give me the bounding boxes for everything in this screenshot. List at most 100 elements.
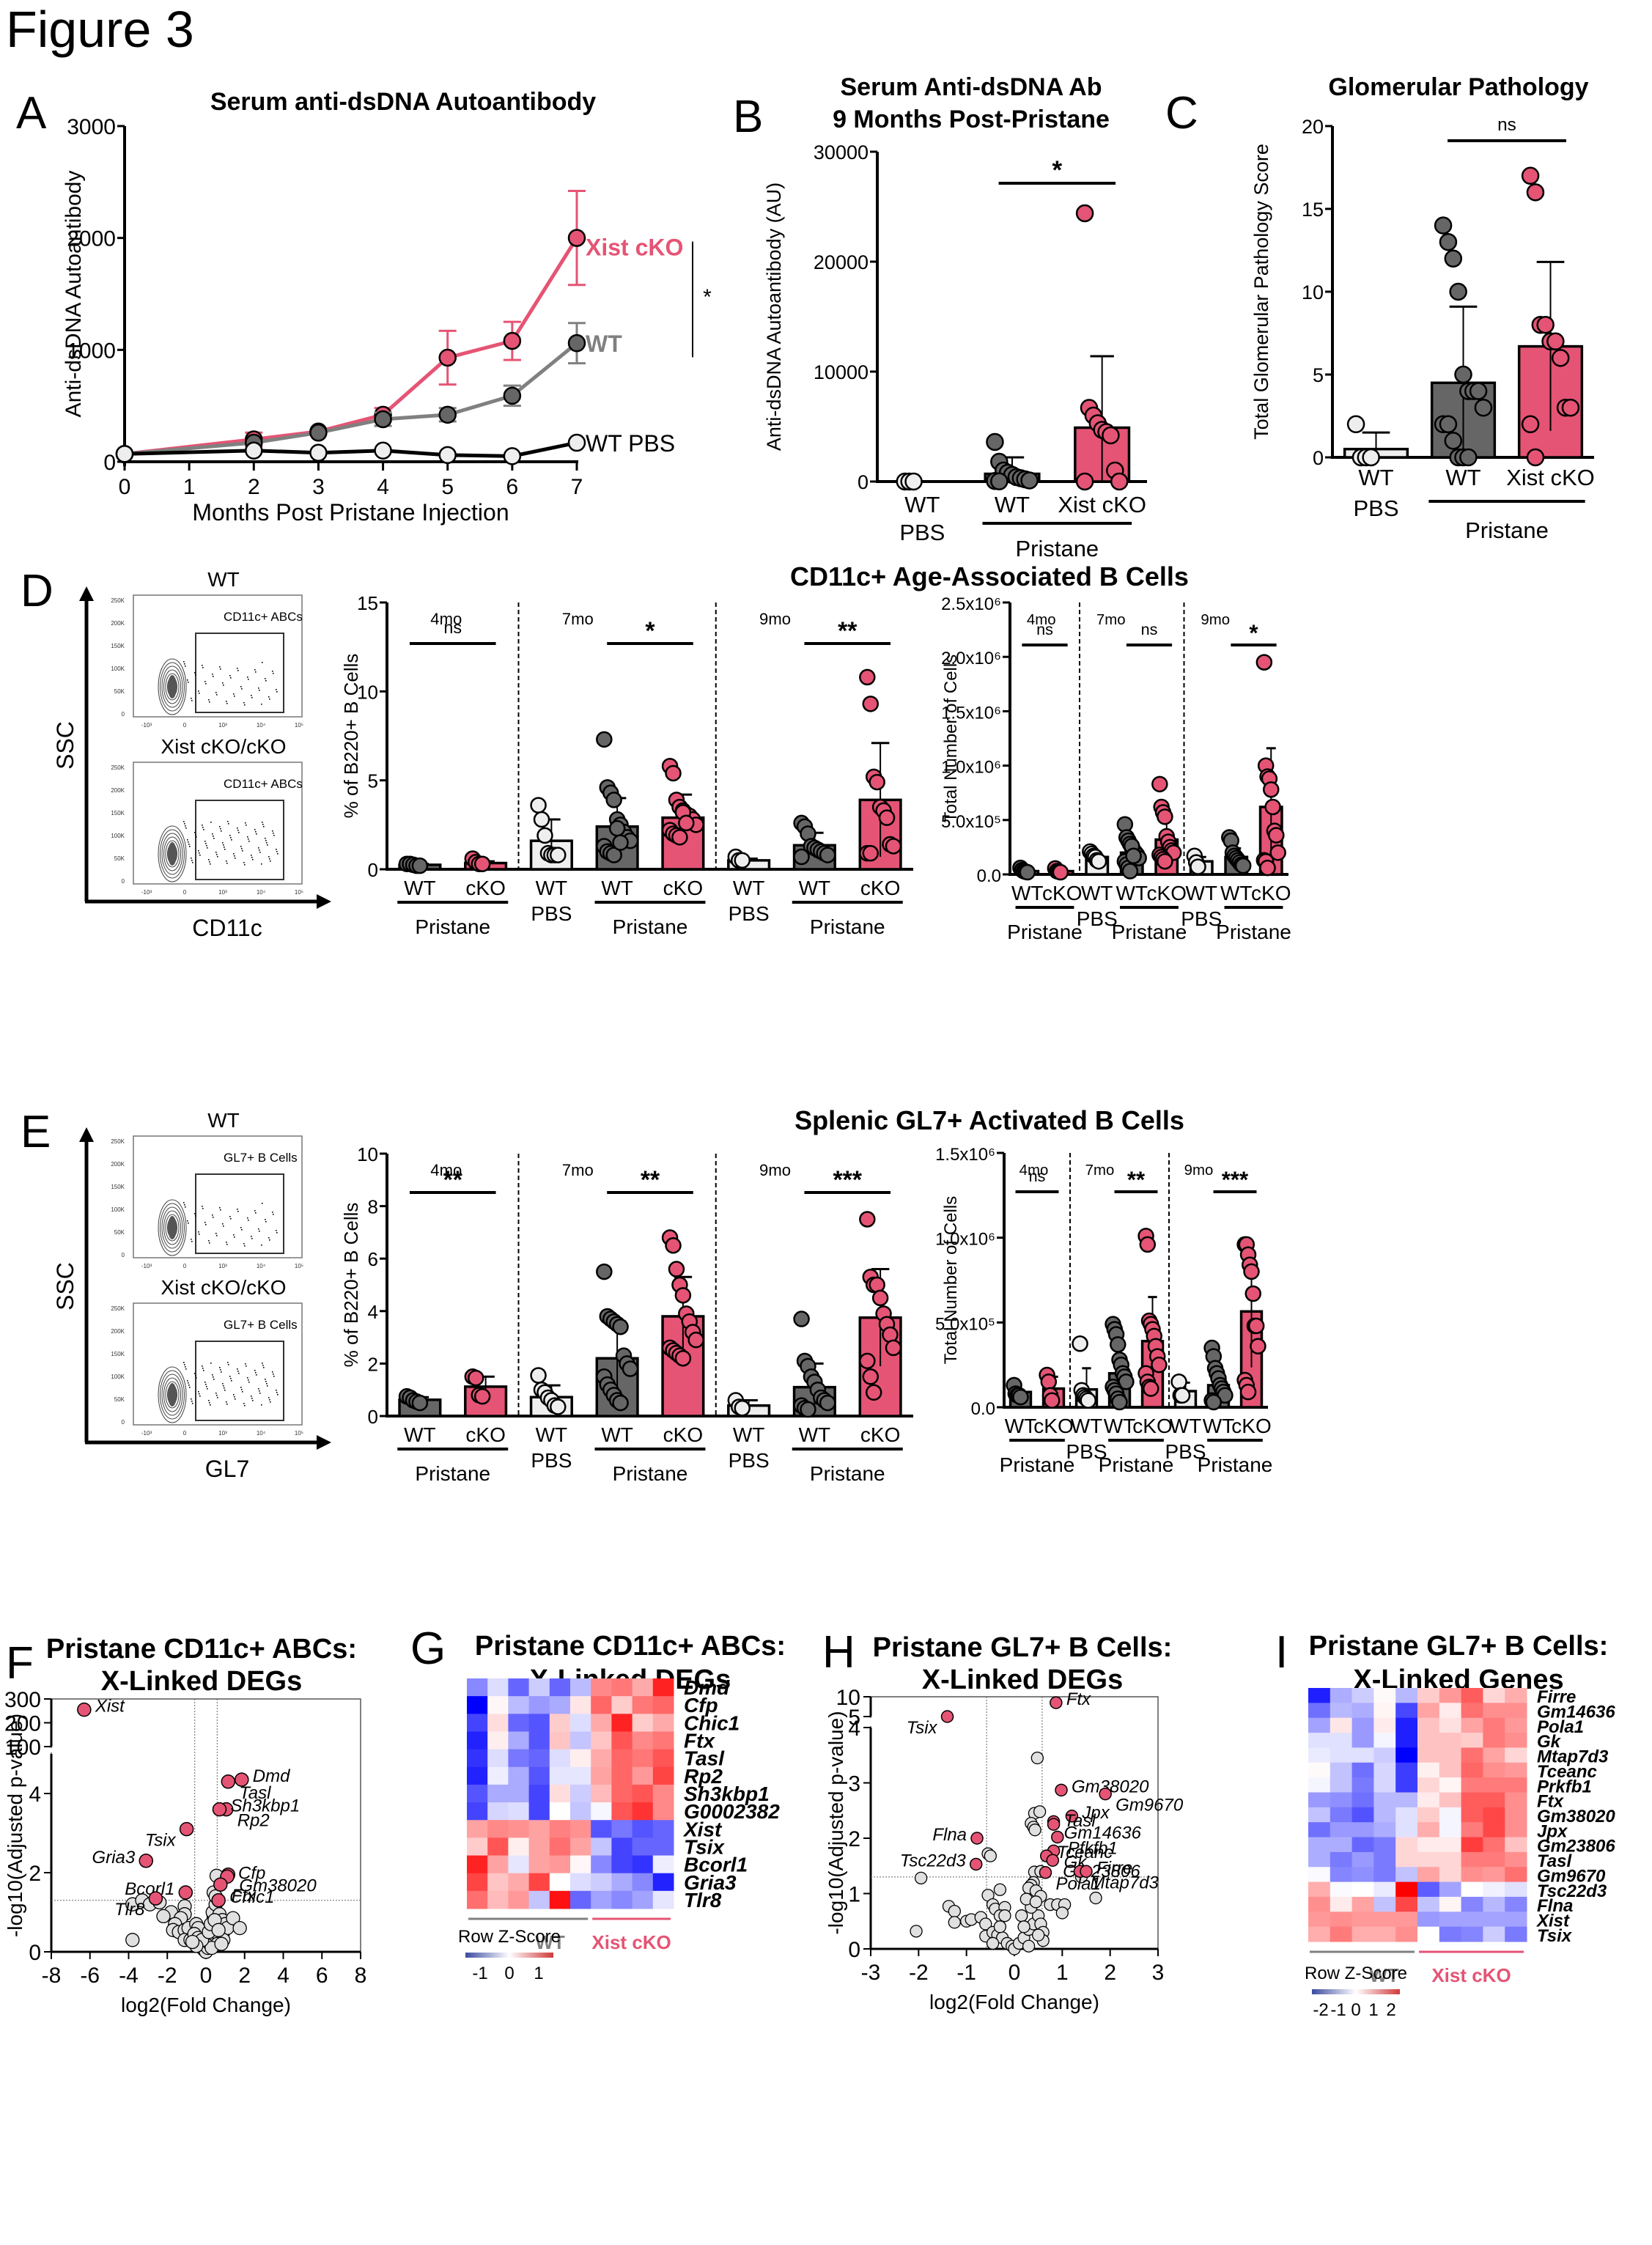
gene-point	[993, 1883, 1007, 1896]
heatmap-cell	[1395, 1881, 1418, 1898]
group-label: WT	[1116, 882, 1148, 904]
contour-core	[168, 842, 177, 866]
event-dot	[189, 1387, 191, 1388]
heatmap-cell	[1308, 1912, 1331, 1928]
heatmap-cell	[1505, 1881, 1527, 1898]
event-dot	[199, 1234, 200, 1235]
event-dot	[215, 852, 217, 853]
heatmap-cell	[632, 1802, 654, 1821]
heatmap-cell	[1373, 1747, 1396, 1763]
gene-point	[1055, 1906, 1069, 1920]
heatmap-cell	[1308, 1733, 1331, 1748]
flow-x-tick: 0	[183, 1263, 187, 1269]
heatmap-cell	[549, 1714, 571, 1732]
event-dot	[267, 844, 268, 846]
data-point	[1250, 1338, 1266, 1354]
data-point	[1526, 448, 1545, 467]
heatmap-cell	[1483, 1867, 1505, 1883]
heatmap-cell	[1373, 1703, 1396, 1719]
event-dot	[248, 679, 249, 680]
timepoint-label: 9mo	[1201, 612, 1230, 628]
event-dot	[231, 839, 232, 841]
gene-point	[1015, 1909, 1028, 1923]
heatmap-cell	[611, 1678, 633, 1697]
legend-label: Xist cKO	[586, 235, 683, 261]
event-dot	[191, 1398, 192, 1400]
gene-label: Tasl	[239, 1783, 271, 1803]
heatmap-cell	[1373, 1762, 1396, 1778]
heatmap-cell	[1505, 1822, 1527, 1838]
panel-letter: H	[822, 1627, 855, 1678]
contour	[161, 666, 183, 708]
bracket-label: Pristane	[810, 1462, 885, 1485]
event-dot	[248, 838, 249, 840]
group-sublabel: PBS	[729, 902, 770, 925]
chart-title: Pristane CD11c+ ABCs:	[46, 1634, 357, 1665]
heatmap-cell	[1505, 1717, 1527, 1733]
heatmap-cell	[1330, 1912, 1353, 1928]
heatmap-cell	[1395, 1822, 1418, 1838]
event-dot	[188, 1223, 189, 1224]
heatmap-cell	[1439, 1881, 1462, 1898]
heatmap-cell	[1505, 1747, 1527, 1763]
figure-title: Figure 3	[6, 1, 194, 58]
data-point	[596, 731, 613, 748]
heatmap-cell	[1417, 1777, 1440, 1793]
row-label: Rp2	[684, 1765, 723, 1788]
y-tick-label: 100	[4, 1736, 41, 1760]
event-dot	[219, 1367, 221, 1368]
heatmap-cell	[652, 1731, 674, 1750]
flow-y-tick: 100K	[111, 1206, 125, 1213]
row-label: Prkfb1	[1537, 1777, 1592, 1796]
group-label: WT	[404, 877, 436, 899]
event-dot	[183, 1362, 185, 1363]
data-point	[473, 1387, 491, 1405]
data-point	[1449, 282, 1467, 301]
event-dot	[226, 1244, 228, 1245]
row-label: Gm9670	[1537, 1866, 1606, 1886]
flow-y-tick: 250K	[111, 1138, 125, 1145]
heatmap-cell	[1373, 1881, 1396, 1898]
heatmap-cell	[1461, 1807, 1483, 1823]
group-label: cKO	[663, 877, 703, 899]
event-dot	[246, 825, 247, 826]
event-dot	[246, 1365, 247, 1367]
heatmap-cell	[632, 1696, 654, 1714]
heatmap-cell	[1483, 1837, 1505, 1853]
gene-point	[948, 1916, 961, 1929]
gene-point	[1089, 1891, 1102, 1905]
group-label: WT	[1071, 1415, 1103, 1437]
gene-label: Jpx	[1081, 1803, 1110, 1823]
event-dot	[248, 841, 250, 842]
event-dot	[210, 822, 212, 823]
event-dot	[263, 1367, 265, 1368]
heatmap-cell	[549, 1873, 571, 1892]
heatmap-cell	[570, 1678, 591, 1697]
heatmap-cell	[1461, 1912, 1483, 1928]
timepoint-label: 4mo	[430, 610, 462, 628]
data-point	[1080, 1392, 1096, 1409]
group-label: cKO	[663, 1423, 703, 1446]
y-tick-label: 5	[368, 770, 378, 792]
row-label: Flna	[1537, 1896, 1573, 1916]
chart-title: Serum anti-dsDNA Autoantibody	[210, 88, 596, 116]
gene-point	[984, 1849, 997, 1862]
heatmap-cell	[1483, 1896, 1505, 1912]
event-dot	[240, 686, 242, 687]
event-dot	[263, 826, 265, 827]
event-dot	[276, 1232, 278, 1234]
heatmap-cell	[1483, 1688, 1505, 1703]
heatmap-cell	[1395, 1747, 1418, 1763]
heatmap-cell	[1330, 1733, 1353, 1748]
data-point	[473, 855, 491, 872]
event-dot	[265, 678, 266, 679]
gene-point-sig	[970, 1832, 984, 1845]
event-dot	[251, 1238, 253, 1239]
event-dot	[234, 696, 235, 697]
event-dot	[203, 1370, 204, 1371]
data-point	[865, 1384, 882, 1401]
heatmap-cell	[487, 1802, 509, 1821]
data-point	[1521, 415, 1540, 434]
heatmap-cell	[1505, 1807, 1527, 1823]
event-dot	[184, 1364, 185, 1365]
